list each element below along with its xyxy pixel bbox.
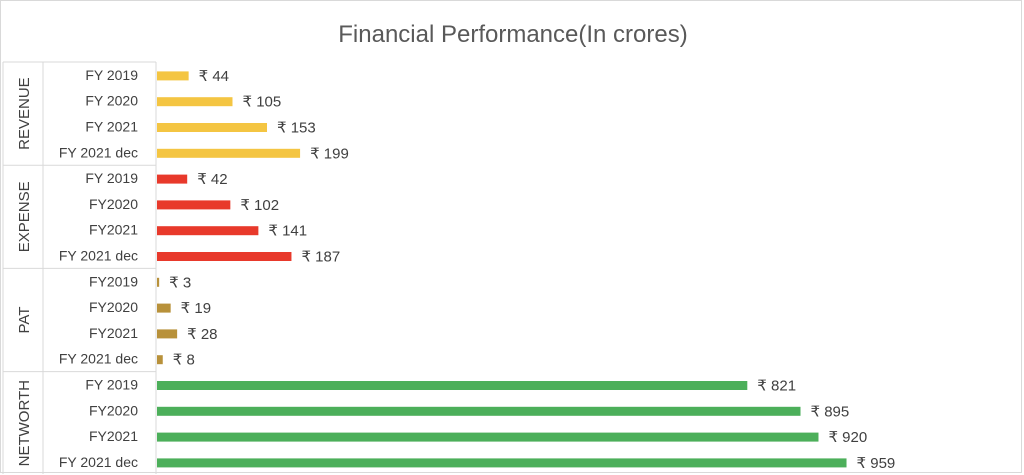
category-tick-label: FY2019 bbox=[89, 273, 138, 289]
category-tick-label: FY2020 bbox=[89, 196, 138, 212]
data-label: ₹ 153 bbox=[277, 120, 316, 137]
category-tick-label: FY2020 bbox=[89, 402, 138, 418]
category-tick-label: FY2021 bbox=[89, 325, 138, 341]
bar bbox=[157, 71, 189, 81]
data-label: ₹ 42 bbox=[197, 171, 227, 188]
bar bbox=[157, 303, 171, 313]
category-tick-label: FY 2019 bbox=[85, 170, 138, 186]
chart-title: Financial Performance(In crores) bbox=[338, 21, 688, 48]
data-label: ₹ 920 bbox=[828, 429, 867, 446]
data-label: ₹ 895 bbox=[811, 403, 850, 420]
bar bbox=[157, 277, 160, 287]
category-tick-label: FY 2020 bbox=[85, 93, 138, 109]
data-label: ₹ 141 bbox=[268, 223, 307, 240]
data-label: ₹ 44 bbox=[199, 68, 229, 85]
data-label: ₹ 821 bbox=[757, 378, 796, 395]
data-label: ₹ 959 bbox=[857, 455, 896, 472]
bar bbox=[157, 174, 188, 184]
data-label: ₹ 8 bbox=[173, 352, 195, 369]
bar bbox=[157, 458, 847, 468]
bar bbox=[157, 432, 819, 442]
category-tick-label: FY 2021 dec bbox=[59, 454, 138, 470]
bar bbox=[157, 200, 231, 210]
group-label: NETWORTH bbox=[16, 380, 33, 466]
category-tick-label: FY 2021 dec bbox=[59, 351, 138, 367]
data-label: ₹ 187 bbox=[301, 249, 340, 266]
bar bbox=[157, 252, 292, 261]
data-label: ₹ 3 bbox=[169, 274, 191, 291]
category-tick-label: FY 2019 bbox=[85, 377, 138, 393]
category-tick-label: FY 2021 dec bbox=[59, 248, 138, 264]
category-tick-label: FY2021 bbox=[89, 428, 138, 444]
data-label: ₹ 19 bbox=[181, 300, 211, 317]
bar bbox=[157, 226, 259, 236]
bar bbox=[157, 329, 178, 339]
bar bbox=[157, 406, 801, 416]
data-label: ₹ 28 bbox=[187, 326, 217, 343]
category-tick-label: FY 2021 dec bbox=[59, 144, 138, 160]
bar bbox=[157, 97, 233, 107]
bar bbox=[157, 381, 748, 390]
data-label: ₹ 102 bbox=[240, 197, 279, 214]
bar bbox=[157, 355, 163, 365]
category-tick-label: FY2021 bbox=[89, 222, 138, 238]
category-tick-label: FY2020 bbox=[89, 299, 138, 315]
group-label: REVENUE bbox=[16, 77, 33, 150]
bar bbox=[157, 148, 301, 158]
group-label: PAT bbox=[16, 307, 33, 334]
data-label: ₹ 105 bbox=[242, 94, 281, 111]
category-tick-label: FY 2019 bbox=[85, 67, 138, 83]
data-label: ₹ 199 bbox=[310, 145, 349, 162]
group-label: EXPENSE bbox=[16, 181, 33, 252]
category-tick-label: FY 2021 bbox=[85, 119, 138, 135]
bar bbox=[157, 123, 268, 132]
